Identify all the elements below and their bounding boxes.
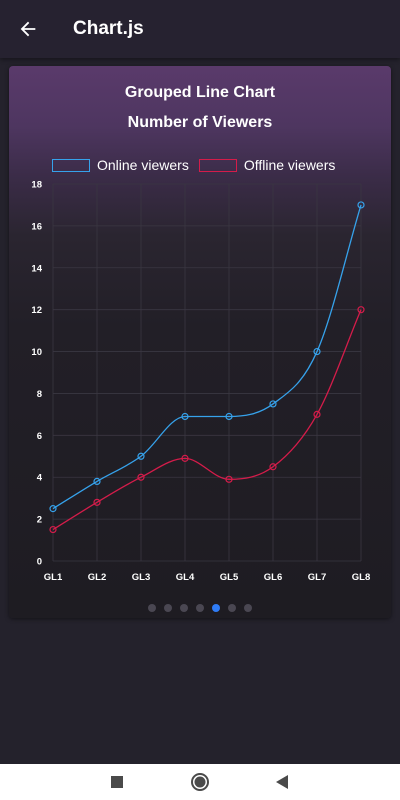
y-tick-label: 18 — [31, 180, 42, 191]
data-point-online — [313, 347, 321, 356]
chart-subtitle: Number of Viewers — [127, 114, 273, 131]
legend-swatch-online — [52, 158, 90, 172]
legend-item-offline[interactable]: Offline viewers — [198, 157, 336, 173]
y-tick-label: 4 — [37, 473, 43, 484]
arrow-back-icon — [20, 21, 36, 37]
page-dot[interactable] — [164, 604, 172, 612]
data-point-online — [181, 412, 189, 421]
y-tick-label: 2 — [37, 515, 42, 526]
data-point-online — [225, 412, 233, 421]
y-tick-label: 0 — [37, 557, 42, 568]
triangle-back-icon — [276, 775, 288, 789]
data-point-offline — [225, 475, 233, 483]
data-point-online — [137, 452, 145, 460]
x-tick-label: GL3 — [132, 572, 150, 583]
y-tick-label: 6 — [37, 431, 42, 442]
x-tick-label: GL7 — [308, 572, 326, 583]
page-dot[interactable] — [148, 604, 156, 612]
page-dot[interactable] — [228, 604, 236, 612]
chart-legend: Online viewers Offline viewers — [52, 157, 345, 173]
y-tick-label: 10 — [31, 347, 42, 358]
data-point-offline — [181, 454, 189, 462]
page-dot[interactable] — [180, 604, 188, 612]
legend-label-online: Online viewers — [97, 157, 189, 173]
app-title: Chart.js — [73, 18, 144, 39]
data-point-online — [93, 477, 101, 486]
x-tick-label: GL1 — [44, 572, 63, 583]
square-icon — [111, 776, 123, 788]
data-point-online — [49, 505, 57, 513]
data-point-offline — [137, 473, 145, 481]
recents-button[interactable] — [97, 764, 137, 800]
x-tick-label: GL6 — [264, 572, 282, 583]
data-point-offline — [269, 463, 277, 471]
legend-label-offline: Offline viewers — [243, 157, 336, 173]
x-tick-label: GL2 — [88, 572, 106, 583]
app-bar: Chart.js — [0, 0, 400, 58]
y-tick-label: 8 — [37, 389, 42, 400]
data-point-offline — [49, 525, 57, 534]
page-dot[interactable] — [196, 604, 204, 612]
system-nav-bar — [0, 764, 400, 800]
x-tick-label: GL8 — [352, 572, 370, 583]
home-button[interactable] — [180, 764, 220, 800]
data-point-offline — [313, 410, 321, 418]
data-point-offline — [357, 306, 365, 314]
line-chart: 0 2 4 6 8 10 12 14 16 18 GL1 GL2 GL3 GL4 GL5 GL6 GL7 GL8 — [31, 180, 370, 584]
data-point-offline — [93, 498, 101, 506]
legend-swatch-offline — [198, 158, 237, 172]
series-line-offline — [52, 309, 362, 531]
data-point-online — [357, 201, 365, 209]
chart-card: Grouped Line Chart Number of Viewers Onl… — [9, 66, 391, 618]
y-tick-label: 14 — [31, 263, 42, 274]
legend-item-online[interactable]: Online viewers — [52, 157, 189, 173]
nav-back-button[interactable] — [262, 764, 302, 800]
page-dot[interactable] — [212, 604, 220, 612]
circle-icon — [191, 773, 209, 791]
x-tick-label: GL4 — [176, 572, 195, 583]
x-tick-label: GL5 — [220, 572, 239, 583]
back-button[interactable] — [12, 13, 44, 45]
y-tick-label: 12 — [31, 305, 42, 316]
page-dot[interactable] — [244, 604, 252, 612]
page-indicator — [9, 604, 391, 612]
y-tick-label: 16 — [31, 221, 42, 232]
chart-title: Grouped Line Chart — [124, 84, 276, 101]
series-line-online — [52, 204, 362, 510]
data-point-online — [269, 400, 277, 408]
